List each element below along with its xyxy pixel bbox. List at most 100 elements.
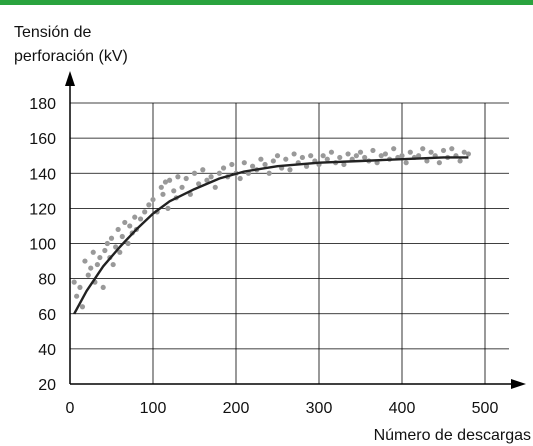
scatter-point	[77, 284, 83, 291]
x-tick-200: 200	[223, 400, 250, 417]
scatter-point	[465, 151, 471, 157]
scatter-point	[258, 156, 264, 162]
scatter-point	[291, 151, 297, 157]
scatter-point	[132, 214, 138, 220]
scatter-point	[324, 156, 330, 162]
scatter-point	[179, 184, 185, 190]
scatter-point	[274, 153, 281, 159]
scatter-point	[216, 170, 222, 176]
scatter-point	[320, 153, 326, 159]
scatter-point	[119, 233, 125, 240]
y-tick-100: 100	[29, 237, 56, 254]
scatter-point	[262, 161, 268, 168]
x-tick-100: 100	[140, 400, 167, 417]
scatter-point	[85, 272, 91, 278]
scatter-point	[137, 216, 144, 222]
scatter-point	[200, 167, 206, 173]
y-tick-140: 140	[29, 166, 56, 183]
scatter-point	[420, 146, 426, 152]
scatter-point	[370, 147, 376, 154]
scatter-point	[104, 240, 110, 247]
scatter-point	[270, 158, 276, 164]
scatter-point	[220, 165, 227, 171]
y-tick-60: 60	[38, 307, 56, 324]
scatter-point	[74, 293, 80, 299]
scatter-point	[308, 153, 314, 159]
scatter-point	[162, 179, 169, 185]
y-tick-40: 40	[38, 342, 56, 359]
scatter-point	[382, 151, 388, 157]
trend-curve	[73, 156, 469, 315]
x-tick-400: 400	[389, 400, 416, 417]
y-axis-label-line2: perforación (kV)	[14, 48, 128, 65]
scatter-point	[150, 196, 156, 203]
scatter-point	[229, 161, 235, 168]
scatter-point	[146, 202, 152, 208]
y-tick-160: 160	[29, 131, 56, 148]
scatter-point	[175, 174, 181, 180]
scatter-point	[424, 158, 430, 164]
scatter-point	[457, 158, 463, 164]
scatter-point	[102, 247, 108, 254]
scatter-point	[283, 156, 289, 162]
scatter-point	[403, 160, 409, 166]
scatter-point	[113, 244, 119, 250]
axes	[65, 71, 526, 389]
scatter-point	[353, 153, 359, 159]
scatter-point	[345, 151, 351, 157]
scatter-point	[407, 149, 413, 155]
scatter-point	[204, 177, 210, 183]
scatter-point	[208, 174, 214, 180]
scatter-point	[287, 167, 293, 173]
scatter-point	[79, 304, 86, 310]
top-bar	[0, 0, 533, 5]
scatter-point	[212, 184, 218, 190]
scatter-point	[341, 161, 347, 168]
x-tick-0: 0	[66, 400, 75, 417]
scatter-point	[266, 170, 272, 176]
scatter-point	[82, 258, 88, 264]
x-axis-label: Número de descargas	[374, 427, 531, 444]
scatter-point	[160, 191, 166, 197]
scatter-point	[158, 184, 164, 190]
x-tick-500: 500	[472, 400, 499, 417]
scatter-point	[108, 235, 115, 241]
scatter-point	[416, 153, 422, 159]
scatter-point	[299, 154, 305, 161]
scatter-point	[357, 149, 364, 155]
scatter-point	[328, 149, 335, 155]
scatter-point	[237, 175, 243, 182]
scatter-point	[399, 153, 405, 159]
scatter-point	[100, 284, 106, 291]
x-tick-300: 300	[306, 400, 333, 417]
grid	[70, 102, 509, 384]
scatter-point	[183, 175, 189, 182]
scatter-point	[71, 279, 77, 285]
trend-curve-line	[73, 156, 469, 315]
y-tick-120: 120	[29, 201, 56, 218]
scatter-points	[71, 146, 471, 310]
scatter-point	[90, 249, 96, 255]
scatter-point	[461, 149, 467, 155]
scatter-point	[167, 177, 173, 183]
scatter-point	[428, 149, 434, 155]
scatter-point	[391, 146, 397, 152]
scatter-point	[142, 209, 148, 215]
y-tick-80: 80	[38, 272, 56, 289]
scatter-point	[125, 240, 131, 247]
scatter-point	[94, 261, 100, 268]
scatter-point	[337, 154, 343, 161]
scatter-point	[127, 223, 133, 229]
scatter-point	[171, 188, 177, 194]
scatter-point	[362, 154, 368, 161]
scatter-point	[241, 160, 247, 166]
y-tick-20: 20	[38, 377, 56, 394]
scatter-point	[378, 153, 384, 159]
scatter-point	[115, 226, 121, 233]
scatter-point	[191, 170, 198, 176]
y-axis-arrow-icon	[65, 71, 75, 86]
y-tick-labels: 20 40 60 80 100 120 140 160 180	[29, 96, 56, 394]
scatter-point	[449, 146, 455, 152]
scatter-point	[117, 249, 123, 255]
